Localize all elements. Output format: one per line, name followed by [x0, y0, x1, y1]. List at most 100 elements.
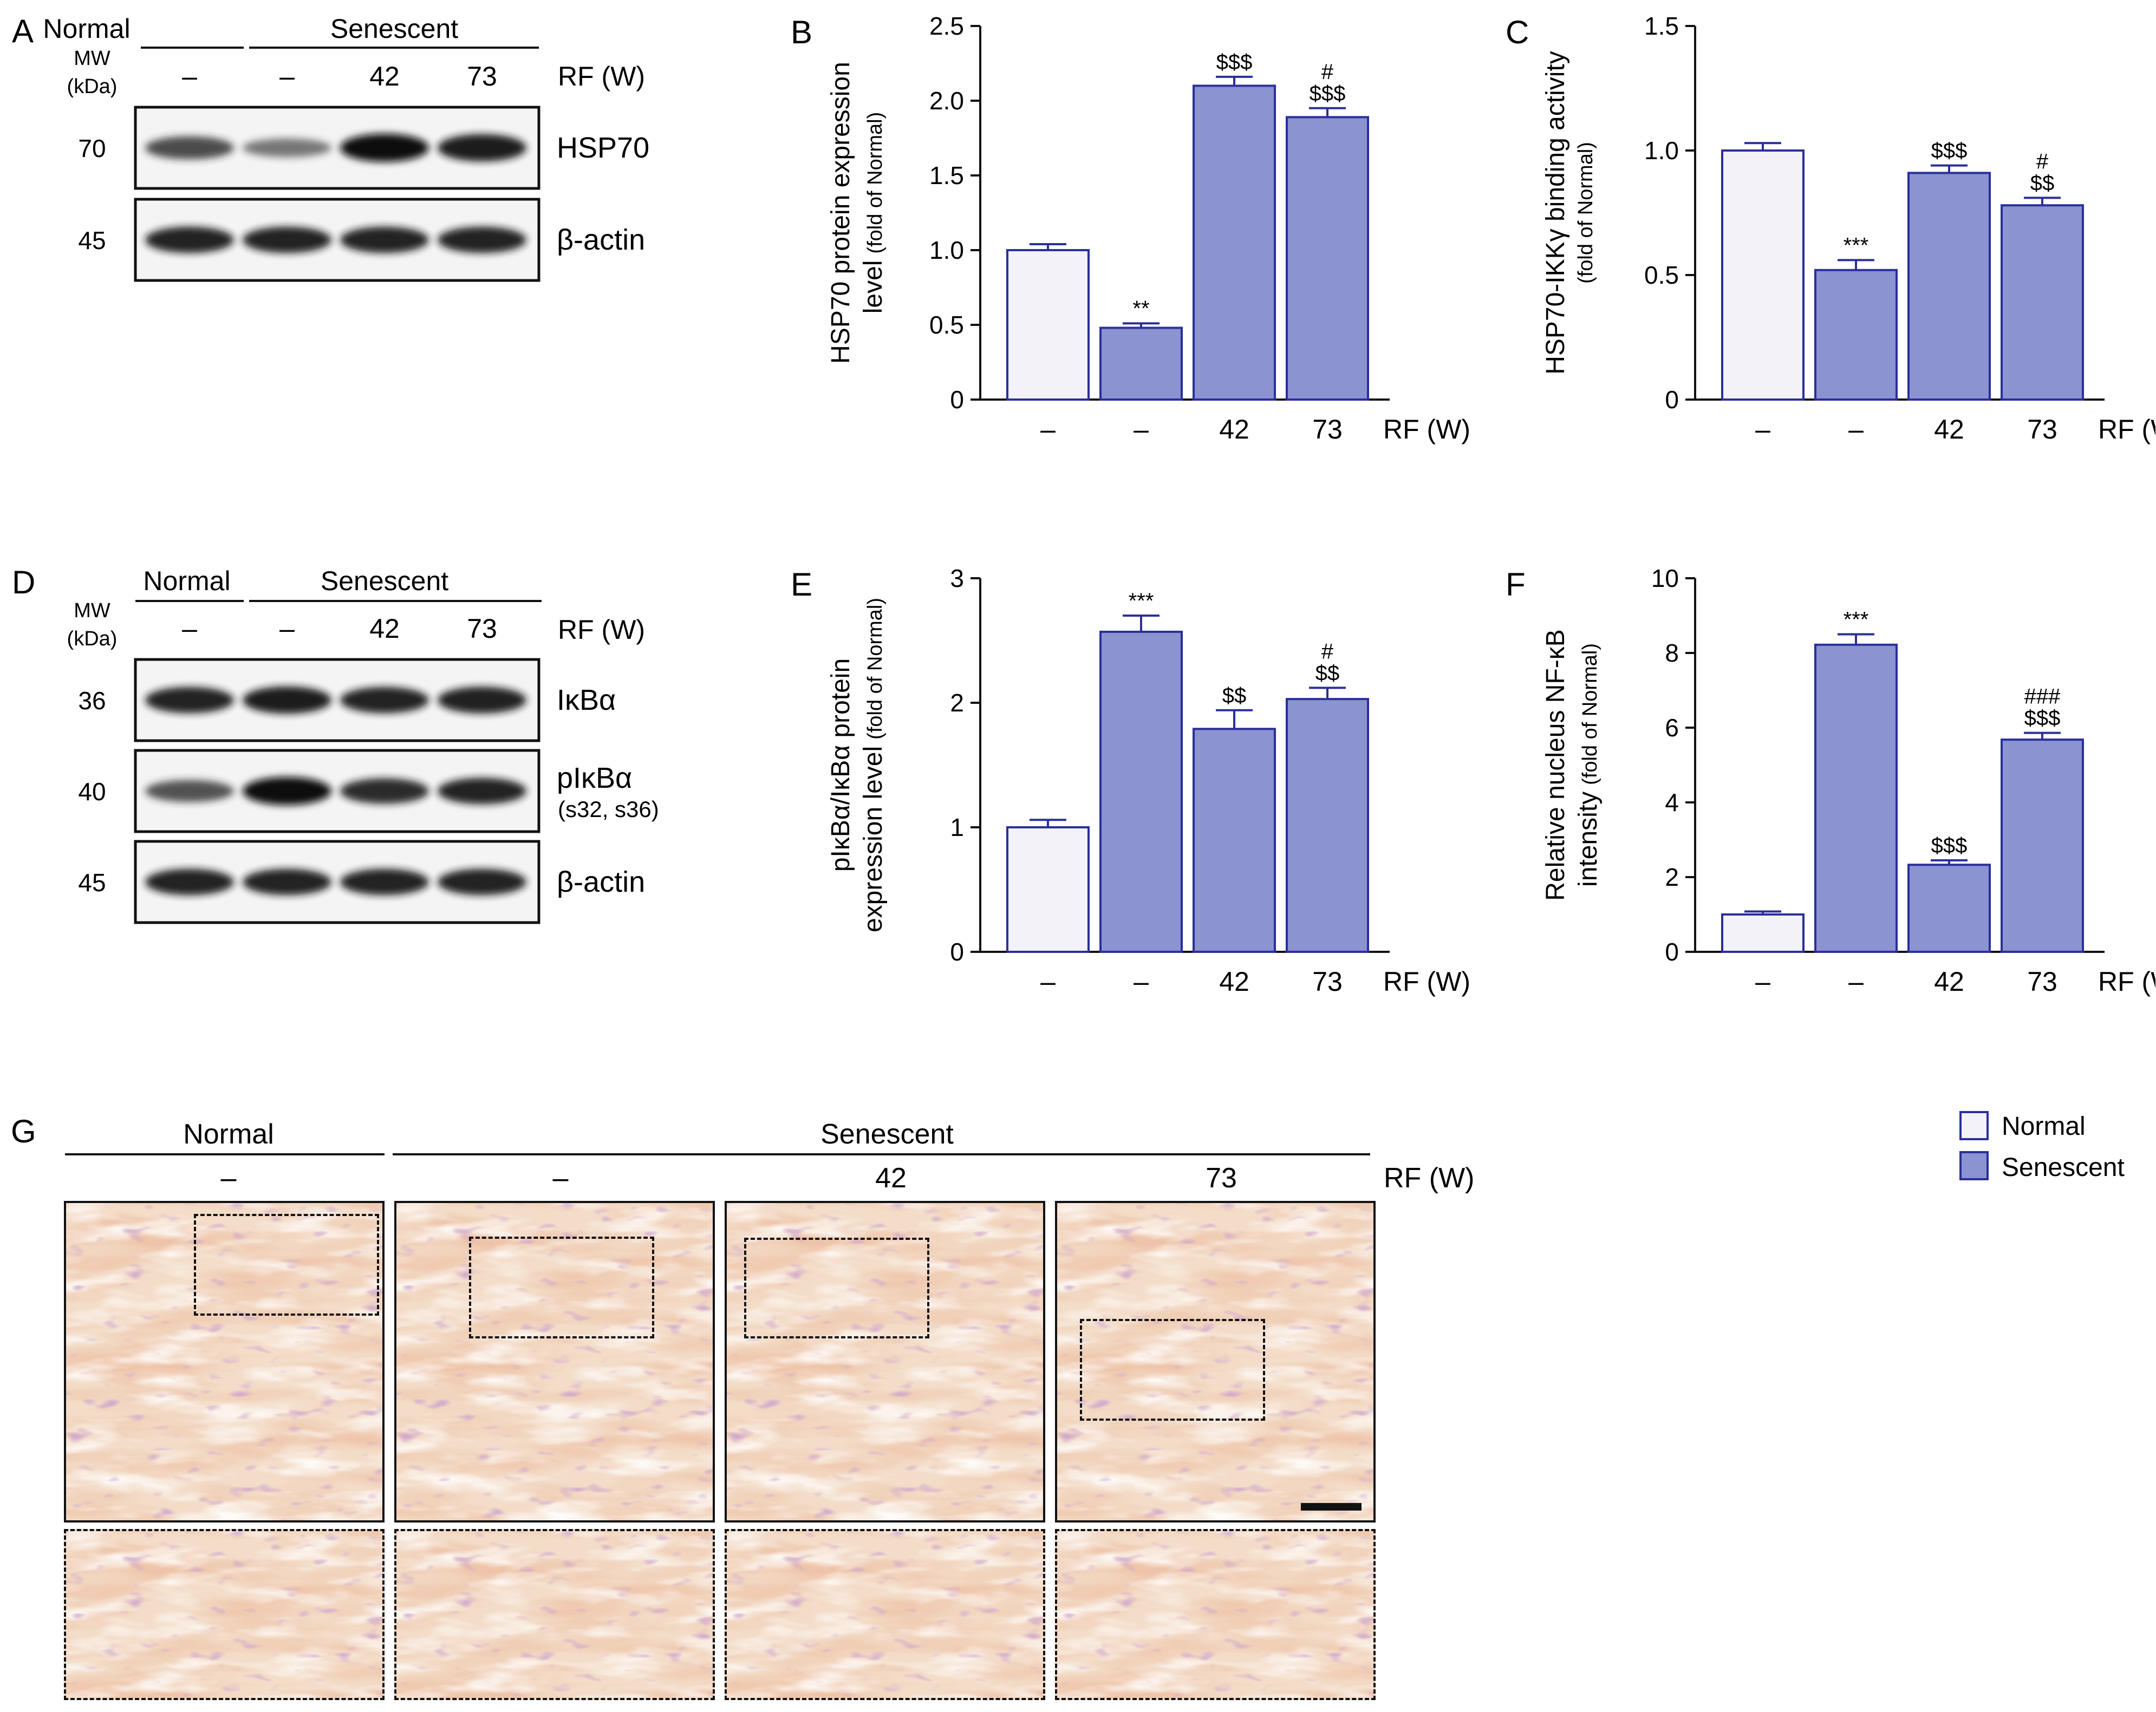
protein-band	[438, 777, 526, 805]
x-tick-label: –	[1755, 414, 1770, 445]
significance-label: ***	[1129, 589, 1154, 613]
kda-label: (kDa)	[67, 75, 118, 98]
significance-label: ***	[1844, 608, 1869, 632]
bar	[1006, 826, 1090, 953]
y-tick-label: 6	[1665, 714, 1679, 742]
protein-band	[243, 777, 331, 805]
y-tick-label: 1.0	[929, 236, 964, 264]
x-tick-label: –	[1040, 414, 1056, 445]
lane-label: 73	[467, 613, 497, 644]
mw-value: 40	[78, 777, 106, 806]
protein-sublabel: (s32, s36)	[558, 796, 659, 822]
lane-label: 42	[369, 613, 400, 644]
y-axis-label: HSP70-IKKγ binding activity (fold of Norm…	[1541, 51, 1597, 375]
mw-value: 45	[78, 868, 106, 897]
protein-band	[438, 226, 526, 253]
y-axis-label-unit: (fold of Normal)	[1574, 142, 1597, 284]
y-tick-label: 2	[1665, 863, 1679, 891]
panel-d-letter: D	[12, 564, 35, 600]
panel-g-letter: G	[11, 1113, 36, 1149]
protein-band	[340, 778, 429, 804]
y-axis-label: pIκBα/IκBα protein expression level (fold …	[826, 598, 888, 932]
group-normal-label: Normal	[43, 14, 130, 44]
y-axis-label: HSP70 protein expression level (fold of No…	[826, 62, 888, 364]
y-tick-label: 2.5	[929, 12, 964, 40]
protein-label: pIκBα	[557, 762, 632, 794]
histology-inset-senescent-rf-42	[725, 1529, 1045, 1700]
blot-strip-pIκBα: 40 pIκBα(s32, s36)	[78, 749, 659, 833]
tissue-texture	[1057, 1203, 1373, 1520]
group-normal-label: Normal	[183, 1119, 274, 1150]
y-tick-label: 1.5	[929, 161, 964, 190]
histology-inset-normal-control	[64, 1529, 385, 1700]
zoom-region-box	[1080, 1319, 1265, 1421]
lane-label: –	[221, 1162, 237, 1194]
y-tick-label: 1	[950, 813, 964, 841]
histology-senescent-rf-73	[1055, 1201, 1376, 1522]
protein-band	[340, 134, 429, 162]
x-tick-label: 42	[1219, 414, 1249, 445]
bar	[1814, 643, 1898, 953]
lane-label: –	[182, 613, 197, 644]
group-senescent-label: Senescent	[321, 566, 448, 596]
kda-label: (kDa)	[67, 628, 118, 650]
panel-letter: E	[791, 566, 812, 603]
x-tick-label: –	[1040, 966, 1056, 997]
y-axis-label-line2: expression level (fold of Normal)	[859, 598, 888, 932]
protein-band	[145, 780, 234, 802]
bar	[2001, 204, 2084, 401]
protein-band	[243, 226, 331, 253]
mw-label: MW	[74, 47, 110, 70]
bar	[1721, 149, 1805, 401]
tissue-texture	[727, 1203, 1043, 1520]
y-tick-label: 0	[1665, 385, 1679, 414]
lane-label: 42	[369, 61, 400, 92]
panel-g-header: G Normal Senescent – – 42 73 RF (W)	[11, 1113, 1474, 1194]
y-axis-label-main: expression level	[859, 746, 888, 932]
protein-band	[243, 868, 331, 896]
y-tick-label: 3	[950, 564, 964, 592]
lane-label: –	[553, 1162, 569, 1194]
significance-label: #	[2036, 149, 2049, 173]
y-axis-label: Relative nucleus NF-κB intensity (fold of …	[1541, 629, 1603, 901]
significance-label: $$$	[1931, 834, 1968, 858]
legend-senescent-label: Senescent	[2002, 1153, 2125, 1182]
zoom-region-box	[194, 1214, 379, 1316]
significance-label: ###	[2024, 685, 2061, 709]
significance-label: #	[1321, 60, 1334, 84]
histology-inset-senescent-rf-73	[1055, 1529, 1376, 1700]
rf-label: RF (W)	[558, 61, 645, 92]
bar	[1814, 269, 1898, 401]
tissue-texture	[396, 1531, 713, 1698]
y-axis-label-line1: Relative nucleus NF-κB	[1541, 629, 1570, 901]
protein-label: HSP70	[557, 132, 649, 164]
tissue-texture	[1057, 1531, 1373, 1698]
lane-label: 73	[1206, 1162, 1237, 1194]
group-senescent-label: Senescent	[330, 14, 458, 44]
bar	[1286, 116, 1369, 401]
y-axis-label-line1: HSP70-IKKγ binding activity	[1541, 51, 1570, 375]
bar	[1099, 326, 1183, 401]
y-tick-label: 0.5	[1644, 261, 1679, 289]
blot-strip-β-actin: 45 β-actin	[78, 840, 645, 924]
y-tick-label: 0.5	[929, 311, 964, 339]
tissue-texture	[396, 1203, 713, 1520]
protein-label: β-actin	[557, 224, 645, 256]
panel-f-bar-chart: F 0 2 4 6 8 10 Relative nucleus NF-κB intensity (…	[1506, 564, 2155, 997]
panel-e-bar-chart: E 0 1 2 3 pIκBα/IκBα protein expression level (…	[791, 564, 1470, 997]
y-tick-label: 8	[1665, 639, 1679, 667]
x-tick-label: 73	[1312, 966, 1343, 997]
protein-label: β-actin	[557, 866, 645, 898]
panel-c-bar-chart: C 0 0.5 1.0 1.5 HSP70-IKKγ binding activity (f…	[1506, 12, 2155, 445]
protein-band	[145, 136, 234, 160]
protein-band	[340, 687, 429, 714]
histology-senescent-rf-42	[725, 1201, 1045, 1522]
y-axis-label-line1: HSP70 protein expression	[826, 62, 855, 364]
protein-band	[340, 868, 429, 896]
mw-value: 45	[78, 226, 106, 254]
y-tick-label: 2	[950, 689, 964, 717]
significance-label: $$$	[1310, 82, 1346, 106]
significance-label: #	[1321, 639, 1334, 663]
mw-value: 36	[78, 687, 106, 715]
